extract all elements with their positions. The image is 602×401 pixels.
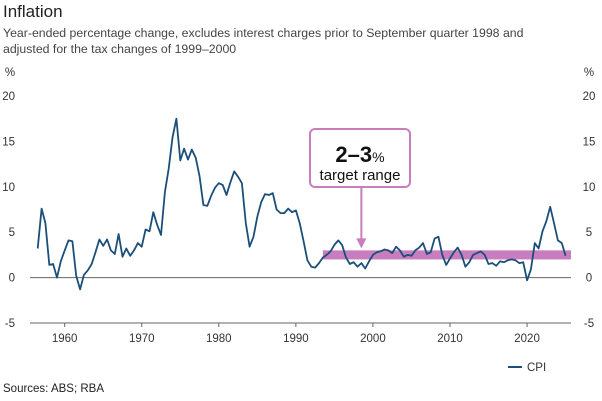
x-tick-label: 2020 [514, 333, 540, 345]
y-axis-unit-left: % [5, 67, 15, 79]
annotation-percent: % [372, 149, 384, 165]
y-tick-label-left: 10 [2, 182, 15, 194]
x-tick-label: 2000 [360, 333, 386, 345]
y-tick-label-right: -5 [584, 318, 594, 330]
y-tick-label-left: 5 [9, 227, 15, 239]
y-tick-label-right: 10 [583, 182, 596, 194]
annotation-range: 2–3 [335, 142, 372, 167]
y-tick-label-right: 5 [586, 227, 592, 239]
x-tick-label: 2010 [437, 333, 463, 345]
x-tick-label: 1960 [52, 333, 78, 345]
annotation-arrow-head [356, 238, 367, 249]
legend: CPI [508, 362, 546, 374]
y-tick-label-right: 15 [583, 136, 596, 148]
target-annotation: 2–3% target range [309, 128, 411, 249]
y-tick-label-left: -5 [5, 318, 15, 330]
target-band [322, 250, 571, 260]
y-tick-label-left: 15 [2, 136, 15, 148]
source-note: Sources: ABS; RBA [3, 383, 104, 395]
y-tick-label-right: 20 [583, 91, 596, 103]
y-axis-unit-right: % [584, 67, 594, 79]
chart-subtitle: Year-ended percentage change, excludes i… [3, 26, 524, 56]
y-axis-left: -5 0 5 10 15 20 [2, 91, 571, 330]
y-tick-label-left: 0 [9, 273, 15, 285]
plot-area [30, 96, 571, 323]
x-axis: 1960 1970 1980 1990 2000 2010 2020 [30, 322, 571, 345]
x-tick-label: 1990 [283, 333, 309, 345]
legend-cpi-label: CPI [527, 362, 546, 374]
annotation-box [309, 128, 411, 188]
cpi-series-line [36, 117, 567, 291]
y-axis-right: -5 0 5 10 15 20 [583, 91, 596, 330]
y-tick-label-right: 0 [586, 273, 592, 285]
y-tick-label-left: 20 [2, 91, 15, 103]
x-tick-label: 1970 [129, 333, 155, 345]
annotation-subtitle: target range [320, 167, 401, 184]
chart-title: Inflation [3, 2, 63, 21]
annotation-title: 2–3% [335, 142, 384, 167]
x-tick-label: 1980 [206, 333, 232, 345]
